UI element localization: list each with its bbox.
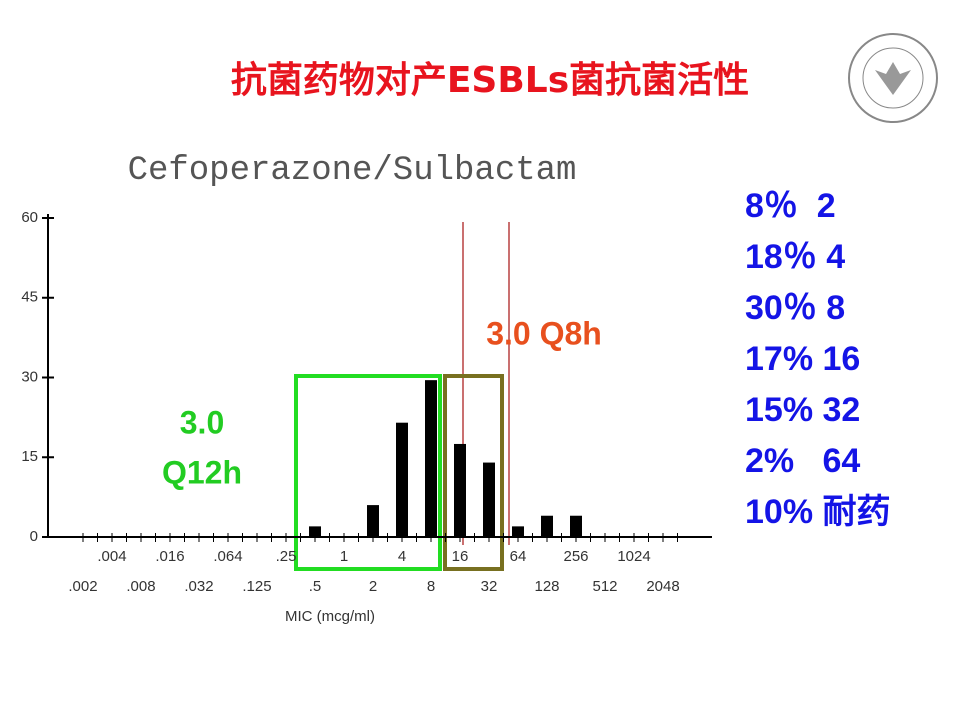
annotation: 3.0 [180,404,224,440]
distribution-item: 10% 耐药 [745,493,891,531]
bar [309,526,321,537]
x-tick-label: 4 [398,548,406,565]
x-tick-label: .008 [126,578,155,595]
x-tick-label: 128 [534,578,559,595]
bar [541,515,553,537]
bar [396,422,408,537]
q12-box [294,374,442,571]
x-tick-label: 8 [427,578,435,595]
bar [512,526,524,537]
distribution-item: 8％ 2 [745,187,836,225]
x-tick-label: .004 [97,548,126,565]
y-tick-label: 30 [21,368,38,385]
x-tick-label: .125 [242,578,271,595]
x-tick-label: 256 [563,548,588,565]
distribution-item: 30％ 8 [745,289,845,327]
x-tick-label: 1024 [617,548,650,565]
x-tick-label: .032 [184,578,213,595]
y-tick-label: 45 [21,289,38,306]
x-tick-label: .064 [213,548,242,565]
y-tick-label: 0 [30,528,38,545]
x-tick-label: 2 [369,578,377,595]
distribution-item: 17% 16 [745,340,860,378]
logo [848,33,938,123]
distribution-item: 15% 32 [745,391,860,429]
distribution-item: 18％ 4 [745,238,845,276]
annotation: 3.0 Q8h [486,315,602,351]
y-tick-label: 60 [21,209,38,226]
x-tick-label: .016 [155,548,184,565]
bar [483,462,495,537]
x-tick-label: .25 [276,548,297,565]
x-tick-label: 2048 [646,578,679,595]
q8-box [443,374,504,571]
slide-title: 抗菌药物对产ESBLs菌抗菌活性 [231,59,749,101]
x-tick-label: 32 [481,578,498,595]
bar [454,443,466,537]
bar [367,505,379,537]
x-tick-label: 16 [452,548,469,565]
distribution-item: 2% 64 [745,442,860,480]
x-axis-label: MIC (mcg/ml) [285,608,375,625]
x-tick-label: .002 [68,578,97,595]
x-tick-label: 512 [592,578,617,595]
x-tick-label: .5 [309,578,322,595]
annotation: Q12h [162,454,242,490]
chart-title: Cefoperazone/Sulbactam [128,152,577,190]
bar [425,380,437,537]
bar [570,515,582,537]
y-tick-label: 15 [21,448,38,465]
x-tick-label: 64 [510,548,527,565]
x-tick-label: 1 [340,548,348,565]
